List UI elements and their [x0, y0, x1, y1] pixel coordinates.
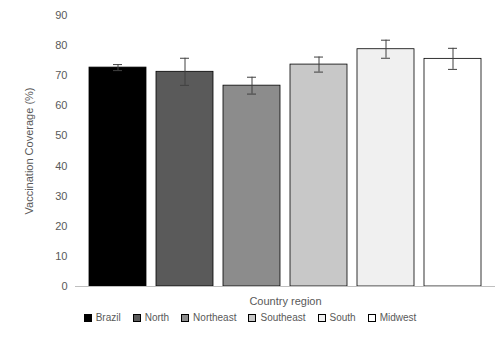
- html-text:Midwest: Midwest: [379, 312, 417, 323]
- html-text:North: North: [144, 312, 170, 323]
- svg-text:80: 80: [55, 39, 67, 51]
- html-text:Brazil: Brazil: [95, 312, 121, 323]
- svg-text:60: 60: [55, 99, 67, 111]
- svg-text:70: 70: [55, 69, 67, 81]
- html-text:Northeast: Northeast: [193, 312, 237, 323]
- svg-text:90: 90: [55, 9, 67, 21]
- html-text:Southeast: Southeast: [260, 312, 306, 323]
- svg-text:20: 20: [55, 220, 67, 232]
- svg-text:50: 50: [55, 129, 67, 141]
- html-text:South: South: [329, 312, 356, 323]
- svg-text:10: 10: [55, 250, 67, 262]
- svg-text:40: 40: [55, 160, 67, 172]
- svg-text:0: 0: [61, 280, 67, 292]
- svg-text:30: 30: [55, 190, 67, 202]
- svg-text:Country region: Country region: [249, 295, 321, 307]
- svg-text:Vaccination Coverage (%): Vaccination Coverage (%): [23, 88, 35, 215]
